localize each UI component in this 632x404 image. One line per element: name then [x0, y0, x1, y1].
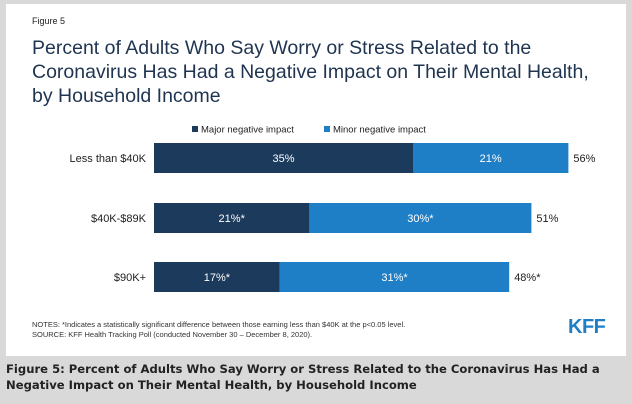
chart-card: Figure 5 Percent of Adults Who Say Worry…	[6, 4, 626, 356]
source-text: SOURCE: KFF Health Tracking Poll (conduc…	[32, 330, 313, 339]
bar-total-label: 51%	[536, 213, 558, 225]
bar-segment	[279, 262, 510, 292]
bar-segment	[309, 203, 532, 233]
bar-total-label: 48%*	[514, 272, 541, 284]
bar-value-label: 21%*	[219, 213, 246, 225]
bar-segment	[154, 143, 413, 173]
notes-text: NOTES: *Indicates a statistically signif…	[32, 320, 406, 329]
legend-label-1: Minor negative impact	[333, 125, 426, 136]
category-label: Less than $40K	[70, 153, 147, 165]
bar-segment	[154, 262, 280, 292]
legend: Major negative impact Minor negative impa…	[192, 125, 426, 136]
category-label: $90K+	[114, 272, 146, 284]
stacked-bar-chart: Major negative impact Minor negative impa…	[70, 125, 596, 292]
bar-value-label: 35%	[272, 153, 294, 165]
bar-segment	[154, 203, 310, 233]
bar-segment	[413, 143, 569, 173]
legend-label-0: Major negative impact	[201, 125, 294, 136]
bar-value-label: 30%*	[407, 213, 434, 225]
bar-value-label: 31%*	[381, 272, 408, 284]
bar-value-label: 17%*	[204, 272, 231, 284]
bar-total-label: 56%	[573, 153, 595, 165]
notes-block: NOTES: *Indicates a statistically signif…	[32, 320, 405, 340]
bars: Less than $40K 35% 21% 56% $40K-$89K 21%* 30%*…	[70, 143, 596, 292]
legend-swatch-0	[192, 126, 198, 132]
kff-logo: KFF	[568, 316, 606, 338]
figure-caption: Figure 5: Percent of Adults Who Say Worr…	[6, 362, 600, 392]
figure-label: Figure 5	[32, 16, 66, 26]
bar-value-label: 21%	[480, 153, 502, 165]
legend-swatch-1	[324, 126, 330, 132]
category-label: $40K-$89K	[91, 213, 147, 225]
chart-title: Percent of Adults Who Say Worry or Stres…	[32, 37, 589, 107]
